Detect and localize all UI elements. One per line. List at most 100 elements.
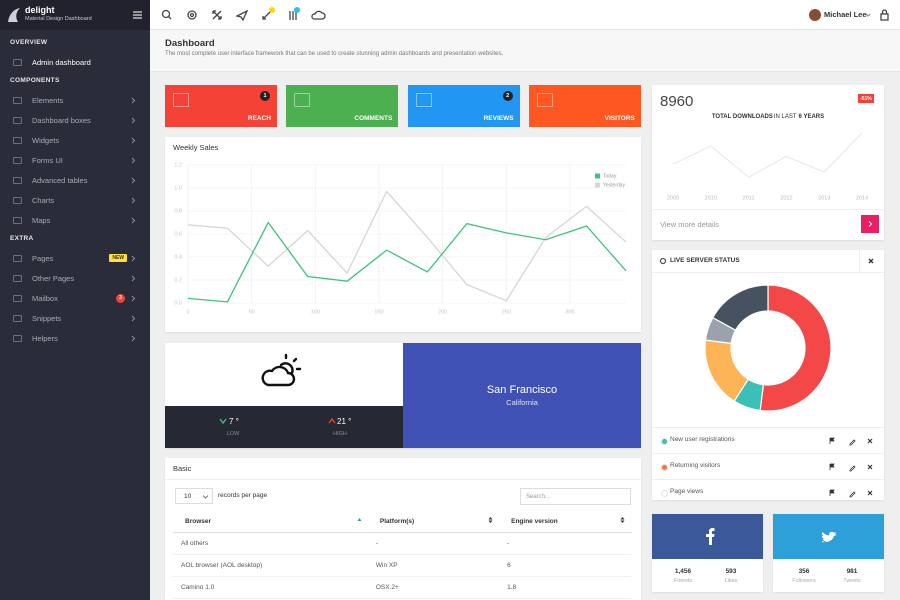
nav-label: Admin dashboard: [32, 57, 91, 67]
logo-shape: [8, 8, 20, 22]
nav-item[interactable]: Other Pages: [0, 268, 150, 288]
nav-item[interactable]: Forms UI: [0, 150, 150, 170]
nav-icon: [13, 176, 22, 184]
edit-icon: [849, 465, 856, 472]
weather-icon: [261, 353, 302, 387]
tile-label: REACH: [247, 115, 271, 122]
icon: [131, 315, 136, 322]
table-cell: Win XP: [367, 554, 500, 577]
divider: [859, 250, 860, 272]
flag-icon: [829, 437, 835, 444]
icon: [131, 275, 136, 282]
social-header: [773, 514, 884, 559]
nav-item[interactable]: Elements: [0, 90, 150, 110]
icon: [829, 463, 873, 472]
chevron: [131, 177, 136, 184]
icon: [131, 137, 136, 144]
user-caret: [865, 13, 871, 17]
remove-icon: [867, 464, 873, 470]
nav-item[interactable]: Helpers: [0, 328, 150, 348]
high-label: HIGH: [333, 431, 347, 437]
weather-graphics: [219, 353, 336, 425]
sliders-icon[interactable]: [289, 11, 297, 20]
stat-tile[interactable]: REVIEWS 2: [407, 85, 520, 127]
page-header: Dashboard The most complete user interfa…: [150, 30, 900, 72]
nav-label: Advanced tables: [32, 175, 88, 185]
nav-item[interactable]: Advanced tables: [0, 170, 150, 190]
column-header[interactable]: Engine version: [499, 510, 631, 533]
rocket-icon[interactable]: [262, 10, 272, 20]
edit-icon: [849, 491, 856, 498]
table-row: Camino 1.0 OSX.2+ 1.8: [173, 576, 631, 599]
social-card: 356 Followers 981 Tweets: [773, 514, 884, 592]
edit-icon: [849, 439, 856, 446]
search-icon[interactable]: [161, 9, 172, 20]
send-icon[interactable]: [235, 9, 249, 22]
legend-row: New user registrations: [652, 427, 884, 453]
nav-section-title: OVERVIEW: [10, 39, 48, 46]
social-stat-label: Likes: [724, 578, 738, 584]
user-name[interactable]: Michael Lee: [824, 10, 867, 19]
series-line: [187, 221, 627, 303]
x-tick-label: 2010: [705, 195, 717, 201]
settings-icon[interactable]: [187, 10, 197, 20]
search-input[interactable]: Search...: [520, 488, 631, 505]
page-title: Dashboard: [165, 38, 215, 49]
table-header: Browser Platform(s) Engine version: [173, 510, 631, 533]
notification-dot: [269, 7, 275, 13]
social-stat-value: 593: [725, 568, 737, 575]
menu-toggle[interactable]: [133, 11, 143, 19]
divider: [165, 479, 641, 480]
icon: [131, 117, 136, 124]
icon: [706, 528, 715, 545]
chevron: [131, 295, 136, 302]
social-card: 1,456 Friends 593 Likes: [652, 514, 763, 592]
page-size-select[interactable]: 10: [175, 488, 213, 504]
nav-icon: [13, 58, 22, 66]
legend-dot: [661, 438, 668, 445]
close-icon[interactable]: [868, 258, 874, 264]
nav-item[interactable]: Mailbox 3: [0, 288, 150, 308]
details-link[interactable]: View more details: [660, 220, 720, 229]
nav-label: Charts: [32, 195, 55, 205]
stat-tile[interactable]: COMMENTS: [286, 85, 399, 127]
topbar: Michael Lee: [150, 0, 900, 30]
table-cell: -: [499, 532, 631, 555]
page-size: 10: [184, 493, 192, 500]
nav-item[interactable]: Charts: [0, 190, 150, 210]
legend-label: Yesterday: [603, 182, 626, 188]
expand-icon[interactable]: [212, 10, 222, 20]
caption-end: 6 YEARS: [798, 114, 825, 120]
x-tick-label: 300: [565, 309, 574, 315]
chevron: [131, 197, 136, 204]
nav-item[interactable]: Widgets: [0, 130, 150, 150]
column-header[interactable]: Browser: [173, 510, 368, 533]
nav-item[interactable]: Pages NEW: [0, 248, 150, 268]
nav-item[interactable]: Admin dashboard: [0, 52, 150, 72]
stat-tile[interactable]: VISITORS: [528, 85, 641, 127]
series-line: [187, 190, 627, 302]
nav-label: Widgets: [32, 135, 60, 145]
nav-item[interactable]: Maps: [0, 210, 150, 230]
chevron: [131, 335, 136, 342]
lock-icon[interactable]: [880, 9, 889, 21]
weather-footer: [165, 406, 403, 448]
nav-badge: 3: [116, 293, 125, 303]
page-subtitle: The most complete user interface framewo…: [165, 51, 504, 57]
nav-item[interactable]: Dashboard boxes: [0, 110, 150, 130]
avatar[interactable]: [809, 9, 821, 21]
cloud-icon[interactable]: [311, 10, 326, 20]
sidebar: delight Material Design Dashboard OVERVI…: [0, 0, 150, 600]
remove-icon: [867, 490, 873, 496]
details-button[interactable]: [861, 215, 879, 233]
nav-icon: [13, 254, 22, 262]
tile-label: REVIEWS: [483, 115, 514, 122]
column-header[interactable]: Platform(s): [367, 510, 500, 533]
icon: [131, 255, 136, 262]
table-row: Camino 1.5OSX.3+1.8: [173, 598, 631, 600]
table-cell: -: [367, 532, 500, 555]
stat-tile[interactable]: REACH 1: [165, 85, 277, 127]
weather-card: 7 ° LOW 21 ° HIGH San Francisco Californ…: [165, 343, 641, 448]
nav-section-title: EXTRA: [10, 235, 34, 242]
nav-item[interactable]: Snippets: [0, 308, 150, 328]
